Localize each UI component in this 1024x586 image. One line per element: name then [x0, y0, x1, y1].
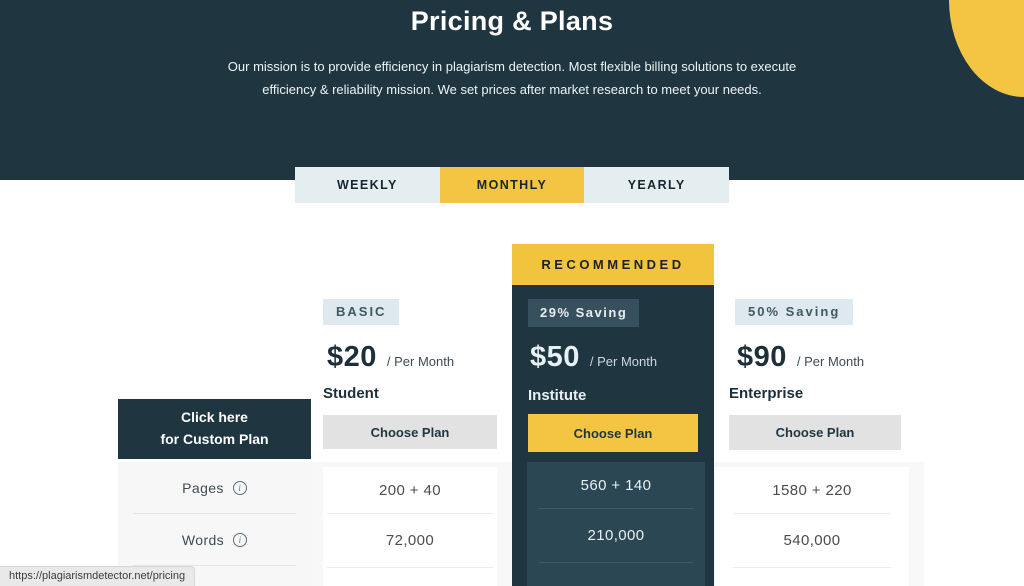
info-icon[interactable]: i [232, 480, 247, 495]
row-divider [133, 565, 296, 566]
custom-plan-line-1: Click here [181, 409, 248, 426]
price-period-student: / Per Month [386, 354, 455, 369]
plan-name-enterprise: Enterprise [729, 385, 804, 402]
feature-row-pages: Pages i [118, 462, 311, 513]
plan-name-student: Student [323, 385, 379, 402]
value-pages-enterprise: 1580 + 220 [772, 481, 852, 499]
plan-values-student: 200 + 40 72,000 [323, 467, 497, 586]
plan-values-institute: 560 + 140 210,000 [527, 462, 705, 586]
mission-line-2: efficiency & reliability mission. We set… [262, 82, 762, 98]
price-enterprise: $90 [737, 341, 787, 373]
custom-plan-line-2: for Custom Plan [160, 431, 269, 447]
price-row-enterprise: $90 / Per Month [737, 341, 864, 374]
price-period-institute: / Per Month [589, 354, 658, 369]
features-panel: Pages i Words i Max Scans i [118, 462, 311, 586]
billing-period-tabs: WEEKLY MONTHLY YEARLY [295, 167, 729, 203]
info-icon[interactable]: i [233, 532, 248, 547]
plan-column-enterprise: 50% Saving $90 / Per Month Enterprise Ch… [715, 299, 909, 586]
choose-plan-button-student[interactable]: Choose Plan [323, 415, 497, 449]
tab-monthly[interactable]: MONTHLY [439, 167, 585, 203]
price-student: $20 [327, 341, 377, 373]
page-title: Pricing & Plans [410, 6, 614, 36]
tab-weekly[interactable]: WEEKLY [336, 178, 398, 192]
institute-card: 29% Saving $50 / Per Month Institute Cho… [512, 285, 714, 586]
row-divider [327, 513, 493, 514]
value-pages-student: 200 + 40 [378, 481, 441, 499]
price-period-enterprise: / Per Month [796, 354, 865, 369]
price-row-student: $20 / Per Month [327, 341, 454, 374]
value-words-student: 72,000 [385, 532, 435, 549]
plan-column-student: BASIC $20 / Per Month Student Choose Pla… [323, 299, 497, 586]
row-divider [539, 562, 693, 563]
plan-column-institute: RECOMMENDED 29% Saving $50 / Per Month I… [512, 244, 714, 586]
tab-yearly[interactable]: YEARLY [627, 178, 686, 192]
row-divider [133, 513, 296, 514]
custom-plan-button[interactable]: Click here for Custom Plan [118, 399, 311, 459]
row-divider [327, 567, 493, 568]
plan-badge-saving-enterprise: 50% Saving [735, 299, 854, 325]
page-header: Pricing & Plans Our mission is to provid… [0, 0, 1024, 180]
price-institute: $50 [530, 341, 580, 373]
choose-plan-button-enterprise[interactable]: Choose Plan [729, 415, 901, 450]
mission-text: Our mission is to provide efficiency in … [0, 55, 1024, 102]
plan-values-enterprise: 1580 + 220 540,000 [715, 467, 909, 586]
feature-label-pages: Pages [182, 479, 224, 496]
feature-row-words: Words i [118, 514, 311, 565]
row-divider [539, 508, 693, 509]
value-pages-institute: 560 + 140 [580, 476, 652, 494]
plan-badge-saving-institute: 29% Saving [528, 299, 640, 327]
plan-name-institute: Institute [528, 387, 587, 404]
browser-status-url: https://plagiarismdetector.net/pricing [0, 566, 196, 586]
value-words-enterprise: 540,000 [783, 532, 841, 549]
feature-label-words: Words [181, 531, 225, 548]
row-divider [733, 513, 891, 514]
mission-line-1: Our mission is to provide efficiency in … [227, 59, 797, 74]
row-divider [733, 567, 891, 568]
value-words-institute: 210,000 [587, 527, 645, 544]
plan-badge-basic: BASIC [323, 299, 400, 325]
choose-plan-button-institute[interactable]: Choose Plan [528, 414, 698, 452]
price-row-institute: $50 / Per Month [530, 341, 657, 374]
recommended-banner: RECOMMENDED [512, 244, 714, 285]
